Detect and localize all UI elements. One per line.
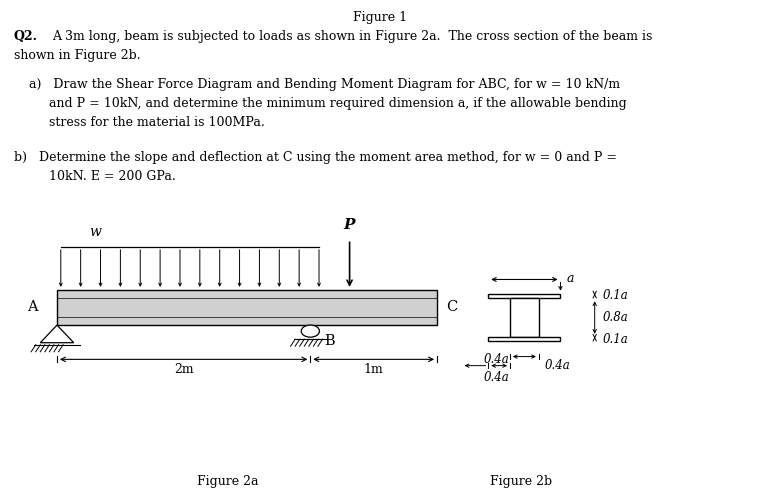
Polygon shape	[40, 325, 74, 343]
Text: 10kN. E = 200 GPa.: 10kN. E = 200 GPa.	[29, 170, 176, 183]
Text: 0.4a: 0.4a	[483, 371, 509, 384]
Bar	[488, 337, 560, 342]
Text: Q2.: Q2.	[14, 30, 38, 43]
Text: 0.4a: 0.4a	[545, 359, 571, 371]
Text: 0.1a: 0.1a	[602, 333, 628, 346]
Text: w: w	[89, 225, 101, 239]
Text: Figure 2a: Figure 2a	[198, 475, 258, 488]
Text: Figure 1: Figure 1	[353, 11, 407, 24]
Bar	[510, 298, 539, 337]
Text: shown in Figure 2b.: shown in Figure 2b.	[14, 49, 141, 62]
Text: 0.8a: 0.8a	[602, 311, 628, 324]
Text: 2m: 2m	[174, 363, 194, 376]
Text: 0.1a: 0.1a	[602, 289, 628, 302]
Text: B: B	[324, 334, 334, 348]
Text: 0.4a: 0.4a	[483, 353, 509, 366]
Text: A: A	[27, 300, 38, 314]
Text: Figure 2b: Figure 2b	[489, 475, 552, 488]
Bar	[488, 293, 560, 298]
Text: 1m: 1m	[364, 363, 384, 376]
Bar	[57, 290, 437, 325]
Text: P: P	[344, 218, 356, 232]
Text: stress for the material is 100MPa.: stress for the material is 100MPa.	[29, 116, 264, 130]
Text: C: C	[446, 300, 458, 314]
Text: and P = 10kN, and determine the minimum required dimension a, if the allowable b: and P = 10kN, and determine the minimum …	[29, 97, 627, 110]
Circle shape	[301, 325, 319, 337]
Text: a)   Draw the Shear Force Diagram and Bending Moment Diagram for ABC, for w = 10: a) Draw the Shear Force Diagram and Bend…	[29, 78, 620, 91]
Text: a: a	[566, 272, 574, 285]
Text: b)   Determine the slope and deflection at C using the moment area method, for w: b) Determine the slope and deflection at…	[14, 151, 616, 164]
Text: A 3m long, beam is subjected to loads as shown in Figure 2a.  The cross section : A 3m long, beam is subjected to loads as…	[52, 30, 652, 43]
